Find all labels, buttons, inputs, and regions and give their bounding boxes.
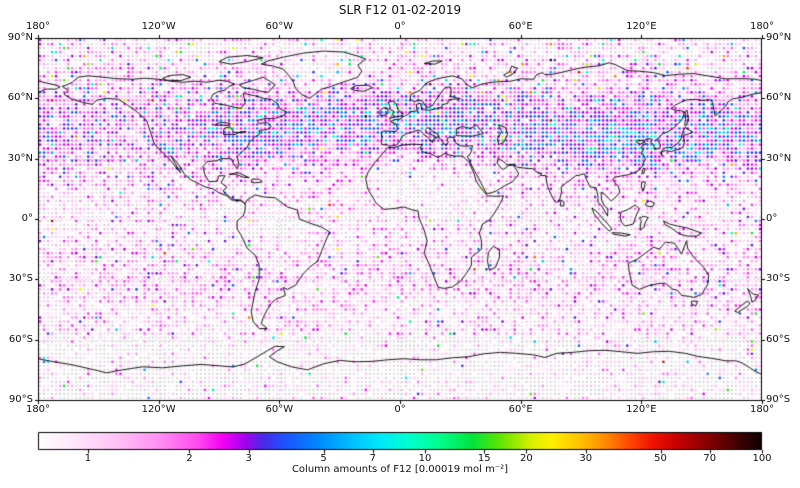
- colorbar-tick-label: 10: [418, 453, 432, 464]
- lon-tick-label: 0°: [394, 404, 406, 415]
- lon-tick-label: 0°: [394, 21, 406, 32]
- colorbar-tick-label: 15: [477, 453, 491, 464]
- lat-tick-label: 60°N: [7, 92, 33, 104]
- lon-tick-label: 180°: [749, 404, 775, 415]
- colorbar-tick-label: 100: [752, 453, 772, 464]
- lon-tick-label: 60°W: [265, 404, 294, 415]
- colorbar-tick-label: 50: [654, 453, 667, 464]
- lat-tick-label: 30°S: [766, 273, 791, 285]
- lat-tick-label: 0°: [766, 213, 778, 224]
- lon-tick-label: 60°W: [265, 21, 294, 32]
- lat-tick-label: 30°N: [766, 152, 792, 164]
- lon-tick-label: 120°W: [141, 404, 176, 415]
- lon-tick-label: 120°E: [626, 404, 657, 415]
- lat-tick-label: 0°: [21, 213, 33, 224]
- colorbar-label: Column amounts of F12 [0.00019 mol m⁻²]: [291, 464, 509, 475]
- lat-tick-label: 60°S: [8, 333, 33, 345]
- lat-tick-label: 60°S: [766, 333, 791, 345]
- lon-tick-label: 180°: [749, 21, 775, 32]
- colorbar-tick-label: 7: [369, 453, 376, 464]
- lon-tick-label: 60°E: [508, 21, 533, 32]
- lat-tick-label: 90°S: [766, 394, 791, 405]
- lat-tick-label: 30°N: [7, 152, 33, 164]
- lon-tick-label: 120°W: [141, 21, 176, 32]
- colorbar-tick-label: 30: [579, 453, 593, 464]
- colorbar-tick-label: 70: [703, 453, 717, 464]
- colorbar-tick-label: 1: [84, 453, 92, 464]
- chart-title: SLR F12 01-02-2019: [338, 3, 462, 17]
- lon-tick-label: 120°E: [626, 21, 657, 32]
- colorbar-tick-label: 3: [245, 453, 252, 464]
- lat-tick-label: 60°N: [766, 92, 792, 104]
- colorbar-tick-label: 20: [520, 453, 533, 464]
- lat-tick-label: 90°S: [8, 394, 33, 405]
- colorbar-tick-label: 5: [320, 453, 327, 464]
- lon-tick-label: 60°E: [508, 404, 533, 415]
- lat-tick-label: 30°S: [8, 273, 33, 285]
- colorbar-tick-label: 2: [186, 453, 193, 464]
- lat-tick-label: 90°N: [7, 32, 33, 43]
- lon-tick-label: 180°: [25, 21, 51, 32]
- lat-tick-label: 90°N: [766, 32, 792, 43]
- lon-tick-label: 180°: [25, 404, 51, 415]
